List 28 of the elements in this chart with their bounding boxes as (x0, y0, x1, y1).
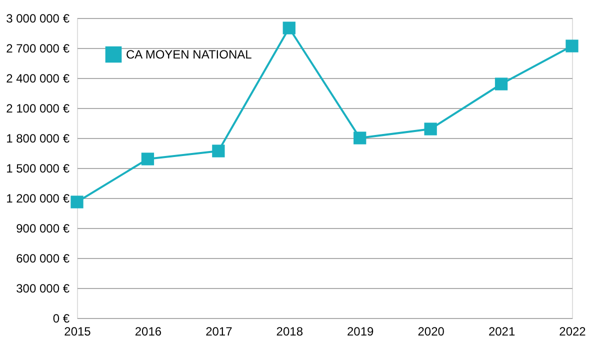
point (282, 22, 296, 34)
point (141, 152, 154, 166)
y-tick-label: 3 000 000 € (6, 12, 70, 26)
point (494, 78, 508, 90)
y-tick-label: 0 € (52, 312, 70, 326)
x-tick-label: 2016 (134, 324, 162, 338)
x-tick-label: 2018 (276, 324, 304, 338)
y-tick-label: 2 700 000 € (6, 42, 70, 56)
y-tick-label: 900 000 € (16, 222, 70, 236)
y-tick-label: 600 000 € (16, 252, 70, 266)
x-tick-label: 2020 (418, 324, 445, 338)
x-tick-label: 2022 (559, 324, 586, 338)
y-tick-label: 300 000 € (16, 282, 70, 296)
y-tick-label: 1 500 000 € (6, 162, 70, 176)
point (70, 196, 84, 208)
legend-label: CA MOYEN NATIONAL (126, 48, 252, 62)
y-tick-label: 2 100 000 € (6, 102, 70, 116)
point (424, 122, 437, 136)
point (566, 40, 578, 52)
x-tick-label: 2019 (347, 324, 374, 338)
x-tick-label: 2015 (64, 324, 92, 338)
point (354, 132, 366, 144)
x-tick-label: 2017 (206, 324, 233, 338)
y-tick-label: 2 400 000 € (6, 72, 70, 86)
y-tick-label: 1 800 000 € (6, 132, 70, 146)
point (212, 144, 225, 158)
y-tick-label: 1 200 000 € (6, 192, 70, 206)
x-tick-label: 2021 (488, 324, 516, 338)
